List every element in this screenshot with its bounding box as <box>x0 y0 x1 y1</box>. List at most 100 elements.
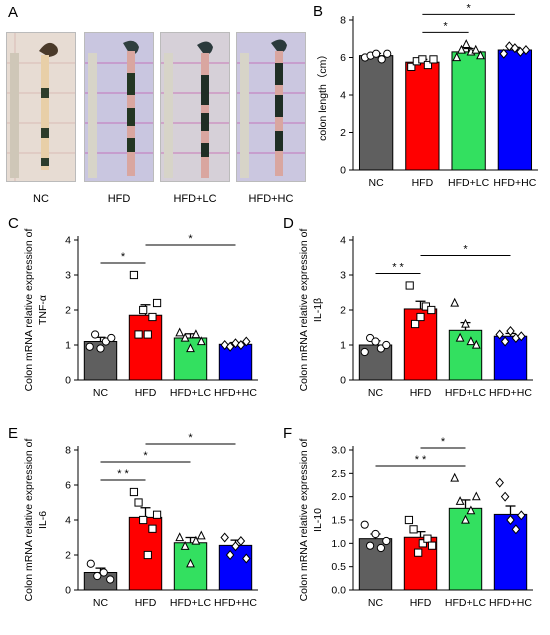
data-point <box>220 532 229 543</box>
data-point <box>186 343 195 353</box>
data-point <box>139 305 148 315</box>
data-point <box>452 52 462 62</box>
y-tick-label: 4 <box>65 235 71 247</box>
y-tick-label: 6 <box>340 52 346 64</box>
data-point <box>511 524 521 535</box>
y-axis-label: Colon mRNA relative expression of <box>23 439 35 602</box>
data-point <box>360 520 369 529</box>
data-point <box>471 44 481 54</box>
significance-label: * <box>188 432 193 444</box>
y-tick-label: 3 <box>65 270 71 282</box>
y-tick-label: 1 <box>340 340 346 352</box>
data-point <box>423 534 432 543</box>
significance-label: * <box>463 244 468 256</box>
data-point <box>371 529 380 539</box>
data-point <box>466 505 476 515</box>
y-tick-label: 4 <box>65 515 71 527</box>
x-tick-label: NC <box>93 387 109 399</box>
x-tick-label: HFD <box>412 177 434 189</box>
y-tick-label: 4 <box>340 90 346 102</box>
data-point <box>429 55 438 64</box>
data-point <box>466 336 476 346</box>
x-tick-label: HFD+LC <box>445 387 487 399</box>
significance-label: * <box>121 251 126 263</box>
data-point <box>371 337 380 346</box>
x-tick-label: HFD+LC <box>170 387 212 399</box>
chart-panel-d: D 0 1 2 3 4 Colon mRNA relative expression of I… <box>283 215 533 399</box>
data-point <box>186 558 195 568</box>
data-point <box>152 298 162 308</box>
bar-hfd <box>128 314 163 381</box>
y-axis-label-line2: IL-6 <box>37 511 49 529</box>
y-axis-label-line2: IL-1β <box>312 298 324 322</box>
data-point <box>382 340 391 350</box>
x-tick-label: NC <box>93 597 109 609</box>
data-point <box>510 43 520 54</box>
data-point <box>96 344 105 353</box>
data-point <box>461 318 470 328</box>
data-point <box>175 327 185 337</box>
significance-label: * * <box>392 262 404 274</box>
colon-photo-hfd-lc <box>160 32 230 182</box>
data-point <box>143 330 152 339</box>
x-tick-label: HFD+HC <box>489 597 532 609</box>
y-tick-label: 1.5 <box>331 515 346 527</box>
data-point <box>152 510 162 519</box>
significance-label: * <box>466 2 471 14</box>
bar-hfd-lc <box>451 51 486 171</box>
data-point <box>220 340 229 350</box>
data-point <box>411 319 420 329</box>
x-tick-label: HFD+LC <box>448 177 490 189</box>
bar-nc <box>358 55 394 171</box>
data-point <box>148 524 157 533</box>
data-point <box>427 541 437 550</box>
data-point <box>418 539 427 548</box>
colon-photo-nc <box>6 32 76 182</box>
data-point <box>376 543 386 553</box>
y-axis-label-line2: TNF-α <box>37 295 49 325</box>
data-point <box>191 329 201 339</box>
data-point <box>134 498 143 507</box>
bar-hfd <box>403 308 438 381</box>
data-point <box>521 45 531 55</box>
data-point <box>471 491 481 501</box>
data-point <box>495 477 504 488</box>
data-point <box>86 559 95 568</box>
y-tick-label: 2 <box>65 305 71 317</box>
x-tick-label: NC <box>369 177 385 189</box>
y-axis-label: colon length（cm） <box>317 49 329 141</box>
data-point <box>225 341 235 352</box>
chart-panel-e: E 0 2 4 6 8 Colon mRNA relative expression of I… <box>8 425 258 609</box>
x-tick-label: HFD <box>410 597 432 609</box>
x-tick-label: NC <box>368 597 384 609</box>
panel-letter-d: D <box>283 215 294 232</box>
data-point <box>500 336 510 347</box>
data-point <box>405 281 414 290</box>
data-point <box>409 525 418 534</box>
significance-label: * * <box>117 468 129 480</box>
data-point <box>231 541 240 552</box>
photo-label-hfd-hc: HFD+HC <box>248 193 294 205</box>
x-tick-label: HFD <box>135 597 157 609</box>
y-tick-label: 3.0 <box>331 445 346 457</box>
data-point <box>383 49 392 58</box>
data-point <box>175 532 185 542</box>
colon-photo-hfd <box>84 32 154 182</box>
data-point <box>107 333 116 343</box>
data-point <box>455 496 465 505</box>
y-tick-label: 1 <box>65 340 71 352</box>
data-point <box>476 50 485 60</box>
data-point <box>225 550 235 560</box>
data-point <box>129 270 139 280</box>
chart-panel-c: C 0 1 2 3 4 Colon mRNA relative expression of T… <box>8 215 258 399</box>
data-point <box>366 541 375 550</box>
data-point <box>236 536 246 546</box>
data-point <box>191 535 201 545</box>
significance-label: * <box>188 233 193 245</box>
data-point <box>231 338 240 349</box>
data-point <box>236 340 246 350</box>
x-tick-label: HFD+LC <box>170 597 212 609</box>
bar-hfd-hc <box>218 343 253 381</box>
data-point <box>106 575 115 584</box>
data-point <box>372 49 381 58</box>
